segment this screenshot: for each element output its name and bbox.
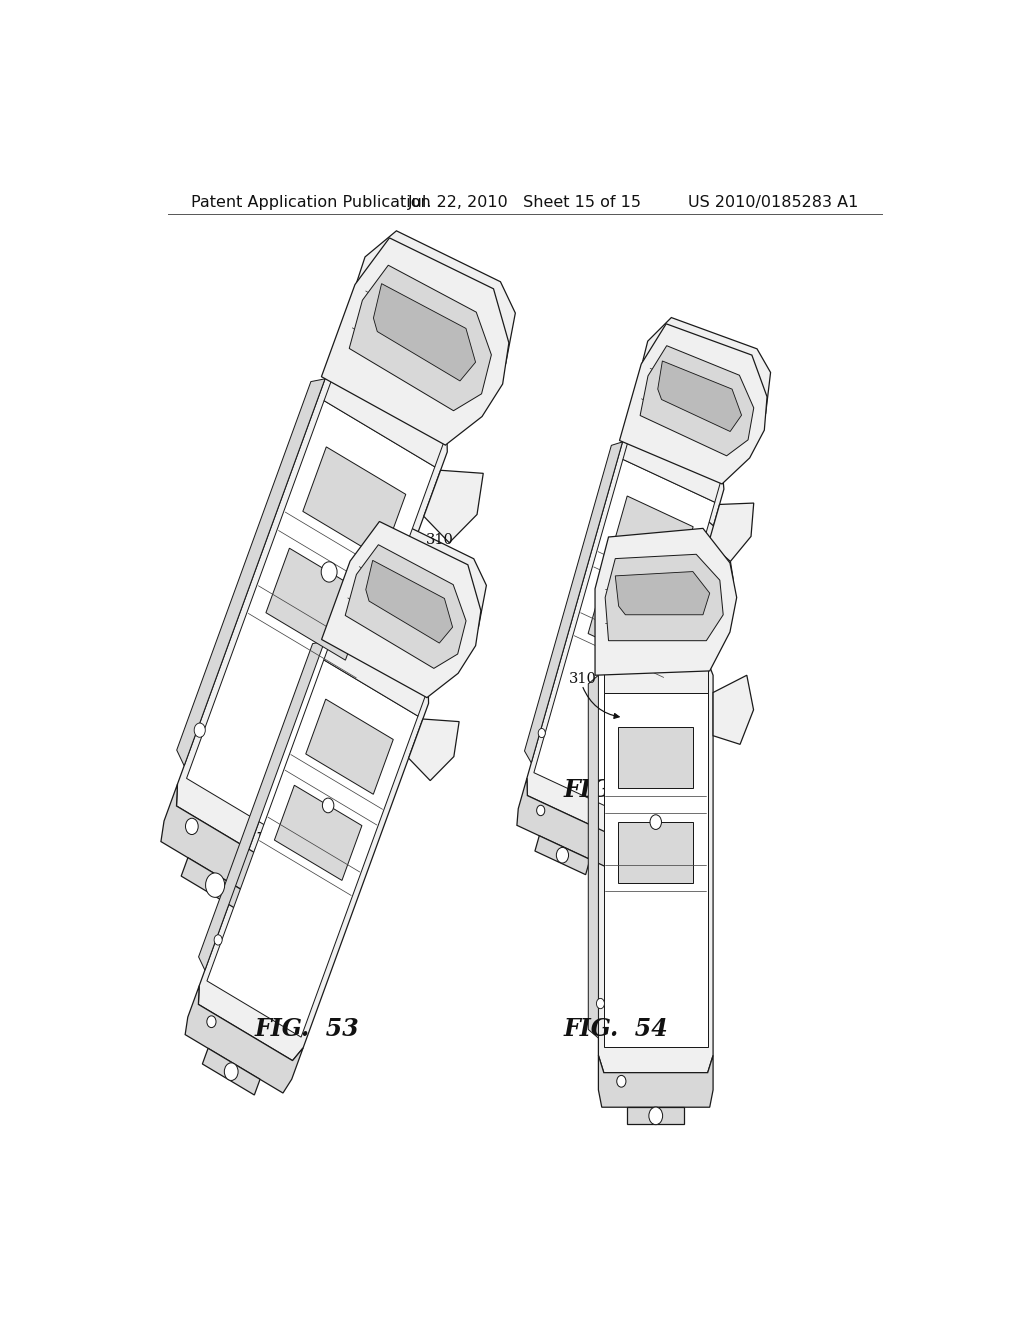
Polygon shape <box>199 516 486 1060</box>
Polygon shape <box>535 836 590 875</box>
Text: Jul. 22, 2010   Sheet 15 of 15: Jul. 22, 2010 Sheet 15 of 15 <box>408 195 642 210</box>
Polygon shape <box>709 503 754 561</box>
Polygon shape <box>534 459 715 816</box>
Polygon shape <box>588 676 598 1038</box>
Polygon shape <box>527 318 771 838</box>
Polygon shape <box>274 785 361 880</box>
Circle shape <box>224 1063 239 1081</box>
Polygon shape <box>322 238 509 445</box>
Text: 310: 310 <box>426 532 454 546</box>
Text: 310: 310 <box>568 672 596 686</box>
Circle shape <box>556 847 568 863</box>
Circle shape <box>206 873 224 898</box>
Polygon shape <box>161 784 300 911</box>
Polygon shape <box>199 642 325 970</box>
Circle shape <box>322 562 337 582</box>
Polygon shape <box>186 401 435 845</box>
Polygon shape <box>207 660 418 1038</box>
Polygon shape <box>306 700 393 795</box>
Polygon shape <box>595 528 736 676</box>
Polygon shape <box>517 777 629 870</box>
Circle shape <box>596 998 604 1008</box>
Polygon shape <box>185 986 303 1093</box>
Circle shape <box>323 799 334 813</box>
Polygon shape <box>604 693 708 1047</box>
Polygon shape <box>595 520 733 1073</box>
Polygon shape <box>640 346 754 455</box>
Polygon shape <box>324 636 427 715</box>
Text: FIG.  51: FIG. 51 <box>254 832 359 855</box>
Polygon shape <box>374 284 475 381</box>
Circle shape <box>650 814 662 829</box>
Polygon shape <box>366 561 453 643</box>
Polygon shape <box>588 579 670 664</box>
Text: FIG.  52: FIG. 52 <box>563 779 669 803</box>
Text: 310: 310 <box>426 309 454 323</box>
Polygon shape <box>177 379 325 766</box>
Polygon shape <box>181 858 249 912</box>
Polygon shape <box>324 374 444 467</box>
Circle shape <box>195 723 205 738</box>
Polygon shape <box>605 554 723 640</box>
Polygon shape <box>612 496 693 581</box>
Circle shape <box>537 805 545 816</box>
Polygon shape <box>203 1048 260 1096</box>
Polygon shape <box>618 822 693 883</box>
Polygon shape <box>176 231 515 873</box>
Polygon shape <box>657 360 741 432</box>
Polygon shape <box>349 265 492 411</box>
Polygon shape <box>345 545 466 668</box>
Polygon shape <box>618 727 693 788</box>
Polygon shape <box>424 470 483 543</box>
Polygon shape <box>713 676 754 744</box>
Circle shape <box>616 1076 626 1088</box>
Circle shape <box>185 818 199 834</box>
Text: FIG.  53: FIG. 53 <box>254 1018 359 1041</box>
Polygon shape <box>623 437 721 502</box>
Circle shape <box>214 935 222 945</box>
Text: Patent Application Publication: Patent Application Publication <box>191 195 431 210</box>
Polygon shape <box>303 447 406 558</box>
Polygon shape <box>615 572 710 615</box>
Circle shape <box>631 589 641 602</box>
Polygon shape <box>598 1056 713 1107</box>
Polygon shape <box>524 442 623 763</box>
Polygon shape <box>627 1107 684 1125</box>
Text: 310: 310 <box>733 380 761 395</box>
Polygon shape <box>266 548 369 660</box>
Polygon shape <box>604 667 708 693</box>
Polygon shape <box>409 719 459 780</box>
Text: FIG.  54: FIG. 54 <box>563 1018 669 1041</box>
Circle shape <box>207 1016 216 1027</box>
Polygon shape <box>322 521 481 697</box>
Text: US 2010/0185283 A1: US 2010/0185283 A1 <box>688 195 858 210</box>
Circle shape <box>649 1107 663 1125</box>
Polygon shape <box>620 323 767 484</box>
Circle shape <box>539 729 546 738</box>
